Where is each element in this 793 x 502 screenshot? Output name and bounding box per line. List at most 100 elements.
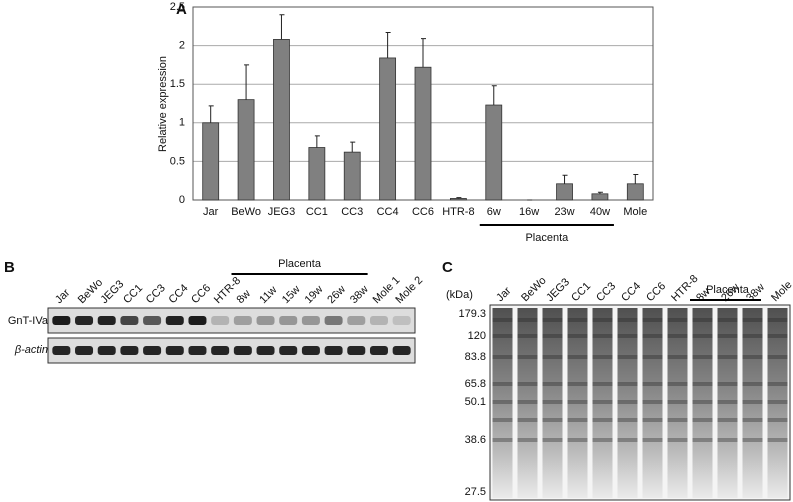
band xyxy=(492,355,513,359)
band xyxy=(667,438,688,442)
bar xyxy=(202,122,220,201)
band xyxy=(97,346,116,355)
band xyxy=(188,346,207,355)
band xyxy=(767,382,788,386)
group-label: Placenta xyxy=(525,232,569,244)
row-label: β-actin xyxy=(14,344,48,356)
band xyxy=(492,400,513,404)
band xyxy=(52,346,71,355)
band xyxy=(717,438,738,442)
band xyxy=(742,355,763,359)
band xyxy=(97,316,116,325)
band xyxy=(617,355,638,359)
row-label: GnT-IVa xyxy=(8,315,49,327)
band xyxy=(717,355,738,359)
unit-label: (kDa) xyxy=(446,289,473,301)
band xyxy=(188,316,207,325)
band xyxy=(542,418,563,422)
band xyxy=(742,418,763,422)
band xyxy=(347,316,366,325)
band xyxy=(301,346,320,355)
band xyxy=(767,318,788,322)
gel-bg xyxy=(489,304,791,501)
band xyxy=(369,316,388,325)
band xyxy=(692,382,713,386)
x-tick-label: 6w xyxy=(487,206,501,218)
band xyxy=(767,438,788,442)
band xyxy=(542,334,563,338)
band xyxy=(75,316,94,325)
band xyxy=(542,382,563,386)
lane xyxy=(642,308,663,498)
x-tick-label: CC3 xyxy=(341,206,363,218)
x-tick-label: CC6 xyxy=(412,206,434,218)
marker-label: 50.1 xyxy=(465,396,486,408)
marker-label: 65.8 xyxy=(465,378,486,390)
lane-label: JEG3 xyxy=(98,278,126,306)
band xyxy=(120,346,139,355)
lane-label: 8w xyxy=(235,288,253,306)
band xyxy=(642,318,663,322)
band xyxy=(642,334,663,338)
error-bar xyxy=(208,105,214,123)
lane xyxy=(767,308,788,498)
band xyxy=(617,334,638,338)
band xyxy=(642,382,663,386)
band xyxy=(717,418,738,422)
x-tick-label: BeWo xyxy=(231,206,261,218)
band xyxy=(517,355,538,359)
bar xyxy=(485,104,503,201)
lane-label: CC3 xyxy=(144,282,168,306)
lane xyxy=(542,308,563,498)
band xyxy=(492,438,513,442)
bar xyxy=(273,39,290,201)
band xyxy=(592,334,613,338)
error-bar xyxy=(350,141,356,153)
marker-label: 120 xyxy=(468,330,486,342)
lane-label: 19w xyxy=(303,283,326,306)
band xyxy=(347,346,366,355)
band xyxy=(165,316,184,325)
lane xyxy=(742,308,763,498)
band xyxy=(492,382,513,386)
band xyxy=(692,334,713,338)
band xyxy=(517,334,538,338)
band xyxy=(567,355,588,359)
lane-label: JEG3 xyxy=(544,276,572,304)
x-tick-label: JEG3 xyxy=(268,206,296,218)
band xyxy=(667,334,688,338)
band xyxy=(642,418,663,422)
band xyxy=(120,316,139,325)
marker-label: 83.8 xyxy=(465,351,486,363)
band xyxy=(592,355,613,359)
band xyxy=(324,316,343,325)
lane-label: 11w xyxy=(257,284,279,306)
bar xyxy=(379,57,397,201)
group-label: Placenta xyxy=(706,284,750,296)
band xyxy=(642,400,663,404)
band xyxy=(517,400,538,404)
band xyxy=(233,346,252,355)
error-bar xyxy=(279,14,285,40)
band xyxy=(165,346,184,355)
band xyxy=(567,334,588,338)
band xyxy=(767,334,788,338)
bar xyxy=(449,198,467,201)
lane xyxy=(492,308,513,498)
error-bar xyxy=(421,38,426,68)
bar xyxy=(591,193,609,201)
band xyxy=(392,316,411,325)
error-bar xyxy=(456,197,462,199)
y-axis-label: Relative expression xyxy=(157,56,169,152)
band xyxy=(517,382,538,386)
lane-label: BeWo xyxy=(76,277,106,307)
band xyxy=(667,418,688,422)
band xyxy=(143,346,162,355)
band xyxy=(667,382,688,386)
band xyxy=(256,316,275,325)
band xyxy=(617,382,638,386)
error-bar xyxy=(314,135,320,148)
band xyxy=(567,382,588,386)
band xyxy=(542,438,563,442)
band xyxy=(692,318,713,322)
